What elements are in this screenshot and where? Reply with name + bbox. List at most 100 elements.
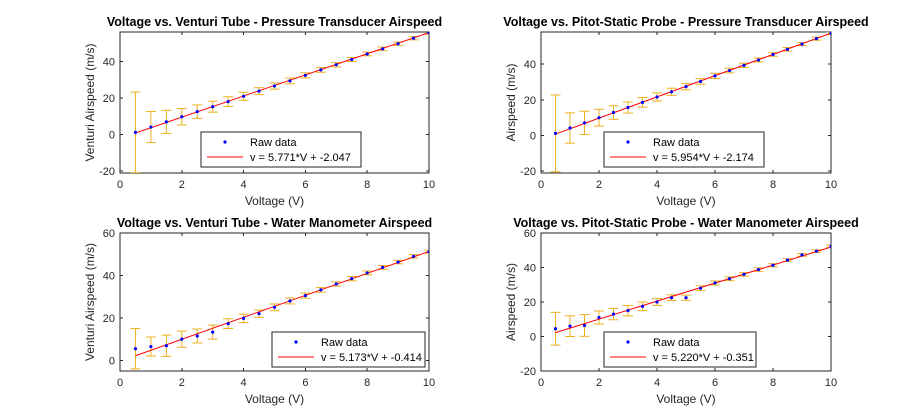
data-point	[180, 115, 184, 119]
fit-line	[555, 32, 831, 135]
data-point	[381, 47, 385, 51]
data-point	[334, 282, 338, 286]
data-point	[597, 315, 601, 320]
data-point	[684, 296, 688, 300]
legend-box	[271, 331, 426, 368]
data-point	[742, 63, 746, 67]
fit-line	[135, 250, 429, 357]
legend-label-raw-data: Raw data	[321, 337, 368, 349]
data-point	[133, 347, 138, 351]
fit-line	[135, 32, 429, 134]
plot-area	[550, 244, 831, 346]
legend-label-fit: v = 5.220*V + -0.351	[653, 352, 754, 364]
y-tick-label: 0	[530, 131, 536, 143]
x-tick-label: 4	[654, 377, 660, 389]
data-point	[640, 100, 645, 104]
data-point	[149, 125, 153, 129]
data-point	[582, 121, 587, 125]
y-tick-label: -20	[520, 166, 536, 178]
data-point	[334, 63, 338, 67]
data-point	[257, 312, 261, 316]
data-point	[597, 116, 601, 120]
data-point	[785, 47, 790, 51]
data-point	[800, 42, 804, 46]
data-point	[553, 131, 558, 135]
data-point	[257, 89, 261, 93]
data-point	[568, 324, 572, 328]
data-point	[365, 271, 369, 275]
data-point	[611, 110, 616, 115]
data-point	[655, 95, 659, 99]
legend: Raw data v = 5.771*V + -2.047	[200, 131, 362, 168]
x-tick-label: 4	[241, 179, 247, 191]
x-axis-label: Voltage (V)	[656, 194, 715, 208]
legend-label-raw-data: Raw data	[250, 137, 297, 149]
legend: Raw data v = 5.173*V + -0.414	[271, 331, 426, 368]
data-point	[272, 305, 277, 309]
y-axis-label: Venturi Airspeed (m/s)	[83, 243, 97, 361]
x-tick-label: 8	[364, 377, 370, 389]
error-bar	[424, 249, 429, 254]
plot-area	[550, 32, 831, 173]
data-point	[698, 79, 703, 84]
y-tick-label: 0	[109, 130, 115, 142]
legend-label-raw-data: Raw data	[653, 137, 700, 149]
axes-box	[119, 232, 430, 372]
y-tick-label: 40	[524, 263, 536, 275]
data-point	[411, 254, 416, 258]
data-point	[698, 286, 703, 290]
x-axis-label: Voltage (V)	[656, 392, 715, 406]
legend-marker-points	[626, 340, 630, 344]
x-tick-label: 2	[179, 377, 185, 389]
y-tick-label: 20	[524, 95, 536, 107]
data-point	[242, 94, 246, 98]
data-point	[785, 258, 790, 262]
data-point	[303, 73, 307, 77]
legend-marker-points	[223, 140, 227, 144]
data-point	[814, 249, 819, 253]
data-point	[756, 58, 761, 62]
data-point	[640, 304, 645, 308]
x-tick-label: 8	[770, 179, 776, 191]
data-point	[771, 263, 775, 267]
data-point	[319, 68, 323, 72]
x-tick-label: 0	[117, 179, 123, 191]
y-tick-label: 20	[524, 297, 536, 309]
data-point	[800, 253, 804, 257]
y-axis-label: Airspeed (m/s)	[504, 63, 518, 141]
axes-box	[540, 31, 832, 174]
x-tick-label: 6	[302, 179, 308, 191]
data-point	[582, 323, 587, 328]
data-point	[195, 110, 199, 114]
x-tick-label: 2	[596, 377, 602, 389]
data-point	[226, 322, 230, 326]
data-point	[381, 265, 385, 269]
chart-title: Voltage vs. Venturi Tube - Water Manomet…	[117, 216, 432, 230]
y-tick-label: 60	[524, 228, 536, 240]
data-point	[684, 85, 688, 89]
data-point	[427, 250, 429, 254]
legend: Raw data v = 5.220*V + -0.351	[603, 331, 757, 368]
y-axis-label: Airspeed (m/s)	[504, 263, 518, 341]
plot-area	[130, 32, 429, 173]
data-point	[350, 277, 354, 281]
x-axis-label: Voltage (V)	[245, 194, 304, 208]
data-point	[742, 272, 746, 276]
legend-label-raw-data: Raw data	[653, 337, 700, 349]
x-tick-label: 8	[364, 179, 370, 191]
x-tick-label: 0	[538, 377, 544, 389]
legend-label-fit: v = 5.771*V + -2.047	[250, 152, 351, 164]
y-tick-label: -20	[520, 366, 536, 378]
data-point	[771, 52, 775, 57]
x-tick-label: 4	[654, 179, 660, 191]
data-point	[303, 294, 307, 298]
data-point	[396, 260, 400, 264]
data-point	[814, 37, 819, 41]
data-point	[164, 120, 168, 124]
y-tick-label: 40	[103, 270, 115, 282]
data-point	[319, 288, 323, 292]
data-point	[727, 68, 732, 73]
x-tick-label: 0	[117, 377, 123, 389]
